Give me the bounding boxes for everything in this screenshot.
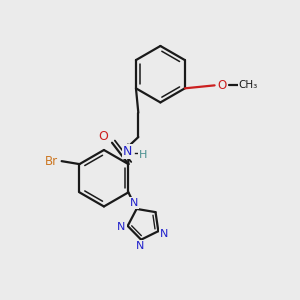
Text: N: N — [130, 198, 138, 208]
Text: N: N — [123, 145, 133, 158]
Text: O: O — [218, 79, 226, 92]
Text: CH₃: CH₃ — [239, 80, 258, 90]
Text: H: H — [139, 150, 148, 160]
Text: Br: Br — [45, 154, 58, 168]
Text: N: N — [160, 229, 168, 239]
Text: N: N — [136, 241, 144, 251]
Text: N: N — [117, 222, 126, 232]
Text: O: O — [98, 130, 108, 143]
